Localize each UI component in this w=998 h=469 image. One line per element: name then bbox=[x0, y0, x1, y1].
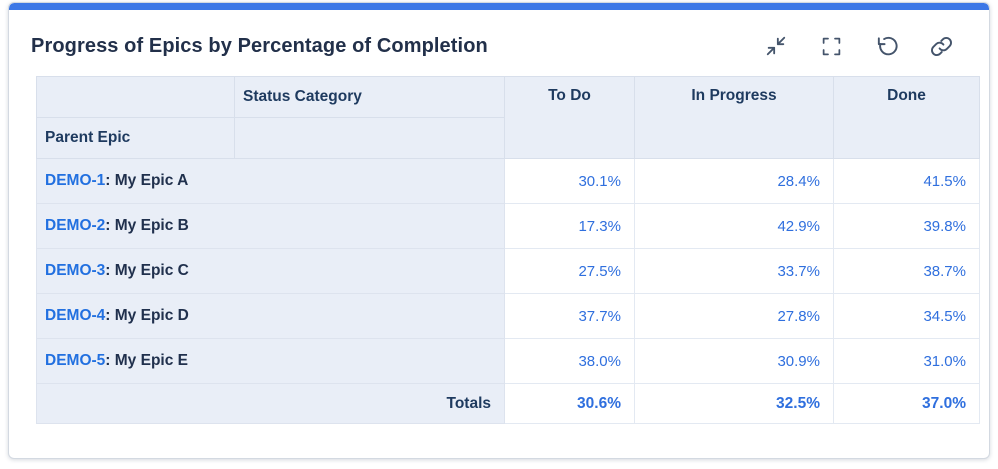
header-row-dimensions: Status Category To Do In Progress Done bbox=[36, 76, 980, 159]
gadget-toolbar bbox=[764, 34, 953, 58]
page-title: Progress of Epics by Percentage of Compl… bbox=[31, 34, 488, 57]
value-cell-in-progress[interactable]: 30.9% bbox=[634, 338, 834, 384]
value-cell-in-progress[interactable]: 33.7% bbox=[634, 248, 834, 294]
value-cell-todo[interactable]: 37.7% bbox=[504, 293, 635, 339]
column-header-in-progress: In Progress bbox=[634, 76, 834, 159]
pivot-table: Status Category To Do In Progress Done P… bbox=[36, 76, 980, 424]
collapse-button[interactable] bbox=[764, 34, 788, 58]
value-cell-todo[interactable]: 38.0% bbox=[504, 338, 635, 384]
column-header-todo: To Do bbox=[504, 76, 635, 159]
epic-link[interactable]: DEMO-3 bbox=[45, 262, 106, 279]
epic-name: : My Epic E bbox=[105, 352, 188, 369]
epic-row-header: DEMO-5: My Epic E bbox=[36, 338, 505, 384]
table-row: DEMO-3: My Epic C 27.5% 33.7% 38.7% bbox=[36, 248, 980, 294]
totals-label: Totals bbox=[36, 383, 505, 424]
value-cell-done[interactable]: 31.0% bbox=[833, 338, 980, 384]
value-cell-todo[interactable]: 17.3% bbox=[504, 203, 635, 249]
fullscreen-icon bbox=[822, 37, 840, 55]
epic-row-header: DEMO-4: My Epic D bbox=[36, 293, 505, 339]
table-row: DEMO-4: My Epic D 37.7% 27.8% 34.5% bbox=[36, 293, 980, 339]
epic-link[interactable]: DEMO-2 bbox=[45, 217, 106, 234]
link-button[interactable] bbox=[929, 34, 953, 58]
value-cell-done[interactable]: 39.8% bbox=[833, 203, 980, 249]
value-cell-todo[interactable]: 30.1% bbox=[504, 158, 635, 204]
table-row: DEMO-1: My Epic A 30.1% 28.4% 41.5% bbox=[36, 158, 980, 204]
value-cell-done[interactable]: 34.5% bbox=[833, 293, 980, 339]
link-icon bbox=[930, 36, 952, 56]
epic-name: : My Epic C bbox=[105, 262, 189, 279]
epic-row-header: DEMO-3: My Epic C bbox=[36, 248, 505, 294]
epic-name: : My Epic A bbox=[105, 172, 189, 189]
fullscreen-button[interactable] bbox=[819, 34, 843, 58]
value-cell-in-progress[interactable]: 28.4% bbox=[634, 158, 834, 204]
totals-value-todo[interactable]: 30.6% bbox=[504, 383, 635, 424]
value-cell-todo[interactable]: 27.5% bbox=[504, 248, 635, 294]
column-header-done: Done bbox=[833, 76, 980, 159]
epic-link[interactable]: DEMO-4 bbox=[45, 307, 106, 324]
epic-row-header: DEMO-1: My Epic A bbox=[36, 158, 505, 204]
value-cell-in-progress[interactable]: 42.9% bbox=[634, 203, 834, 249]
table-row: DEMO-2: My Epic B 17.3% 42.9% 39.8% bbox=[36, 203, 980, 249]
epic-link[interactable]: DEMO-5 bbox=[45, 352, 106, 369]
refresh-icon bbox=[877, 36, 898, 55]
card-header: Progress of Epics by Percentage of Compl… bbox=[9, 10, 989, 68]
epic-row-header: DEMO-2: My Epic B bbox=[36, 203, 505, 249]
empty-header-cell bbox=[234, 117, 505, 159]
epic-name: : My Epic D bbox=[105, 307, 189, 324]
corner-cell bbox=[36, 76, 235, 118]
totals-value-done[interactable]: 37.0% bbox=[833, 383, 980, 424]
table-row: DEMO-5: My Epic E 38.0% 30.9% 31.0% bbox=[36, 338, 980, 384]
value-cell-in-progress[interactable]: 27.8% bbox=[634, 293, 834, 339]
header-row-parent-epic: Parent Epic bbox=[36, 117, 980, 159]
value-cell-done[interactable]: 41.5% bbox=[833, 158, 980, 204]
collapse-icon bbox=[766, 36, 786, 56]
column-dimension-label: Status Category bbox=[234, 76, 505, 118]
totals-row: Totals 30.6% 32.5% 37.0% bbox=[36, 383, 980, 424]
totals-value-in-progress[interactable]: 32.5% bbox=[634, 383, 834, 424]
value-cell-done[interactable]: 38.7% bbox=[833, 248, 980, 294]
epic-name: : My Epic B bbox=[105, 217, 189, 234]
refresh-button[interactable] bbox=[874, 34, 898, 58]
dashboard-gadget-card: Progress of Epics by Percentage of Compl… bbox=[8, 2, 990, 459]
row-dimension-label: Parent Epic bbox=[36, 117, 235, 159]
card-accent-bar bbox=[9, 3, 989, 10]
epic-link[interactable]: DEMO-1 bbox=[45, 172, 106, 189]
